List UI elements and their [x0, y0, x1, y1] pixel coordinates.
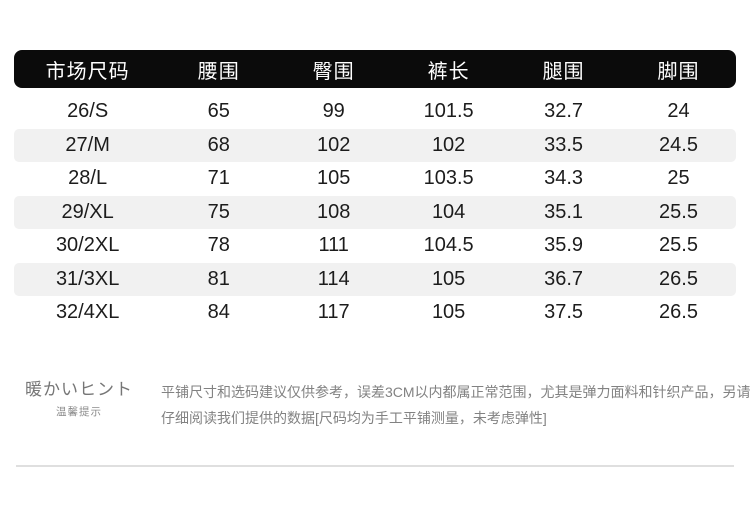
table-cell: 103.5 — [423, 167, 474, 190]
table-cell: 36.7 — [544, 267, 584, 290]
size-chart-table: 市场尺码 腰围 臀围 裤长 腿围 脚围 26/S 65 99 101.5 32.7 24 27/M 68… — [14, 50, 736, 330]
table-cell: 25 — [667, 167, 690, 190]
table-cell: 104 — [431, 200, 466, 223]
table-cell: 34.3 — [544, 167, 584, 190]
table-cell: 33.5 — [544, 133, 584, 156]
table-cell: 26.5 — [659, 267, 698, 290]
table-row: 27/M 68 102 102 33.5 24.5 — [14, 128, 736, 162]
column-header: 臀围 — [312, 60, 355, 83]
table-cell: 104.5 — [423, 234, 474, 257]
table-cell: 37.5 — [544, 301, 584, 324]
table-cell: 65 — [207, 100, 230, 123]
table-row: 30/2XL 78 111 104.5 35.9 25.5 — [14, 229, 736, 263]
table-row: 29/XL 75 108 104 35.1 25.5 — [14, 195, 736, 229]
column-header: 脚围 — [657, 60, 700, 83]
table-cell: 26.5 — [659, 301, 698, 324]
table-cell: 24.5 — [659, 133, 698, 156]
table-body: 26/S 65 99 101.5 32.7 24 27/M 68 102 102 33.5 24.5 2… — [14, 95, 736, 330]
tips-title-japanese: 暖かいヒント — [25, 380, 133, 399]
table-cell: 25.5 — [659, 234, 698, 257]
table-cell: 111 — [318, 234, 349, 257]
table-cell: 105 — [317, 167, 351, 190]
table-cell: 84 — [207, 301, 230, 324]
table-cell: 101.5 — [423, 100, 474, 123]
table-cell: 32.7 — [544, 100, 584, 123]
table-row: 32/4XL 84 117 105 37.5 26.5 — [14, 296, 736, 330]
table-cell: 35.1 — [544, 200, 584, 223]
table-cell: 102 — [431, 133, 466, 156]
table-cell: 68 — [207, 133, 230, 156]
table-row: 26/S 65 99 101.5 32.7 24 — [14, 95, 736, 129]
column-header: 腿围 — [542, 60, 585, 83]
tips-line-2: 仔细阅读我们提供的数据[尺码均为手工平铺测量，未考虑弹性] — [161, 410, 547, 426]
table-cell: 32/4XL — [55, 301, 120, 324]
table-cell: 71 — [207, 167, 230, 190]
tips-subtitle-chinese: 温馨提示 — [56, 406, 102, 418]
table-row: 31/3XL 81 114 105 36.7 26.5 — [14, 262, 736, 296]
table-cell: 105 — [431, 267, 466, 290]
table-cell: 105 — [431, 301, 466, 324]
tips-paragraph: 平铺尺寸和选码建议仅供参考，误差3CM以内都属正常范围，尤其是弹力面料和针织产品… — [161, 379, 750, 431]
column-header: 市场尺码 — [45, 60, 130, 83]
tips-line-1: 平铺尺寸和选码建议仅供参考，误差3CM以内都属正常范围，尤其是弹力面料和针织产品… — [161, 384, 750, 400]
table-cell: 24 — [667, 100, 690, 123]
table-cell: 99 — [322, 100, 345, 123]
table-cell: 31/3XL — [55, 267, 120, 290]
table-cell: 75 — [207, 200, 230, 223]
tips-section: 暖かいヒント 温馨提示 平铺尺寸和选码建议仅供参考，误差3CM以内都属正常范围，… — [14, 379, 750, 431]
table-cell: 114 — [317, 267, 350, 290]
column-header: 腰围 — [197, 60, 240, 83]
table-cell: 27/M — [65, 133, 110, 156]
table-row: 28/L 71 105 103.5 34.3 25 — [14, 162, 736, 196]
column-header: 裤长 — [427, 60, 470, 83]
bottom-divider — [16, 465, 734, 467]
table-cell: 35.9 — [544, 234, 584, 257]
table-cell: 117 — [317, 301, 350, 324]
tips-label: 暖かいヒント 温馨提示 — [14, 379, 144, 419]
table-cell: 26/S — [67, 100, 109, 123]
table-cell: 28/L — [68, 167, 108, 190]
table-cell: 108 — [317, 200, 351, 223]
table-cell: 29/XL — [61, 200, 114, 223]
table-cell: 30/2XL — [55, 234, 120, 257]
table-cell: 81 — [207, 267, 230, 290]
table-cell: 25.5 — [659, 200, 698, 223]
table-header-row: 市场尺码 腰围 臀围 裤长 腿围 脚围 — [14, 50, 736, 88]
table-cell: 102 — [317, 133, 351, 156]
table-cell: 78 — [207, 234, 230, 257]
